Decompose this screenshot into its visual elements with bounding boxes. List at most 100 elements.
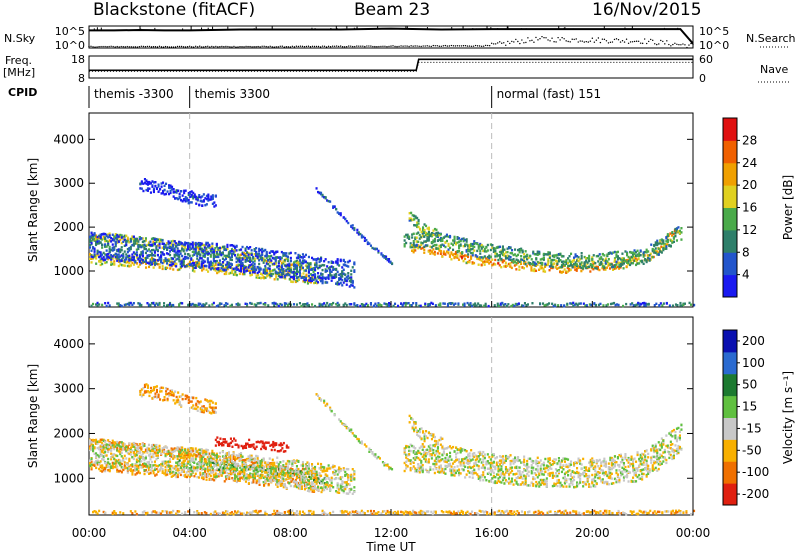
velocity-panel-cell [234,479,237,482]
power-panel-cell [101,258,104,262]
power-panel-cell [203,252,206,256]
power-panel-cell [458,244,461,247]
velocity-panel-cell [137,464,140,468]
power-panel-cell [173,260,176,263]
power-panel-cell [377,249,380,253]
power-panel-cell [173,255,176,258]
power-panel-cell [173,243,176,246]
power-panel-cell [111,233,114,236]
power-panel-cell [185,264,188,268]
power-panel-cell [141,259,144,262]
power-panel-cell [550,266,553,270]
nsearch-point [482,45,485,47]
velocity-panel-cell [108,469,111,473]
power-panel-cell [143,240,146,243]
power-panel-cell [159,188,162,191]
power-panel-cell [511,259,514,262]
power-panel-cell [204,197,207,200]
nsearch-point [670,45,672,47]
power-panel-cell [577,259,580,263]
power-panel-cell [209,248,212,251]
power-panel-cell [105,261,108,264]
power-panel-cell [502,303,505,307]
power-panel-cell [617,303,620,307]
velocity-panel-cell [309,487,312,490]
power-panel-cell [262,271,265,274]
power-panel-cell [441,237,444,240]
power-panel-cell [155,246,158,249]
power-panel-cell [268,257,271,261]
power-panel-cell [203,246,206,249]
power-panel-cell [429,234,432,237]
power-panel-cell [179,242,182,246]
nsearch-point [362,45,364,47]
velocity-panel-cell [167,451,170,455]
power-panel-cell [157,185,160,188]
power-panel-cell [152,262,155,265]
nsearch-point [537,39,539,41]
power-panel-cell [479,244,482,248]
power-panel-cell [632,252,635,256]
power-panel-cell [229,252,232,255]
power-panel-cell [641,302,644,305]
velocity-panel-cell [223,438,226,441]
power-panel-cell [137,247,140,251]
power-panel-cell [114,234,117,237]
power-panel-cell [93,249,96,252]
power-panel-cell [350,224,353,228]
power-panel-cell [590,303,593,307]
velocity-panel-cell [224,455,227,459]
nsearch-point [223,45,225,48]
power-panel-cell [98,255,101,259]
power-panel-cell [256,256,259,259]
power-panel-cell [198,265,201,268]
velocity-panel-cell [101,438,104,441]
power-panel-cell [385,257,388,260]
power-panel-cell [509,255,512,259]
date-title: 16/Nov/2015 [592,0,702,20]
power-panel-cell [101,238,104,241]
nsearch-point [668,43,670,46]
power-panel-cell [556,262,559,265]
power-panel-cell [120,263,123,267]
nsearch-point [195,45,197,48]
velocity-panel-cell [102,444,105,448]
power-panel-cell [104,240,107,243]
power-panel-cell [152,187,155,191]
nsearch-point [551,37,553,39]
power-panel-cell [318,276,321,279]
velocity-panel-cell [166,473,169,476]
power-panel-cell [332,268,335,271]
nsearch-point [217,46,219,48]
power-panel-cell [146,249,149,252]
power-panel-cell [308,276,311,280]
power-panel-cell [573,256,576,259]
nsearch-point [652,39,654,42]
power-panel-cell [339,275,342,279]
power-panel-cell [249,257,252,260]
nsearch-point [209,46,211,48]
power-panel-cell [503,248,506,251]
power-panel-cell [306,265,309,269]
velocity-panel-cell [231,477,234,480]
power-panel-cell [249,270,252,273]
power-panel-cell [98,242,101,245]
power-panel-cell [208,252,211,255]
power-panel-cell [150,263,153,266]
power-panel-cell [665,240,668,243]
power-panel-cell [666,234,669,238]
power-panel-cell [412,251,415,254]
power-panel-cell [498,264,501,267]
power-panel-cell [294,264,297,268]
power-panel-cell [90,261,93,264]
velocity-panel-cell [272,445,275,448]
power-panel-cell [417,219,420,222]
nsearch-point [253,46,255,48]
power-panel-cell [224,257,227,261]
power-panel-cell [344,261,347,264]
power-panel-cell [237,264,240,267]
power-panel-cell [644,258,647,261]
power-panel-cell [557,266,560,270]
velocity-panel-cell [89,444,92,448]
power-panel-cell [506,257,509,260]
